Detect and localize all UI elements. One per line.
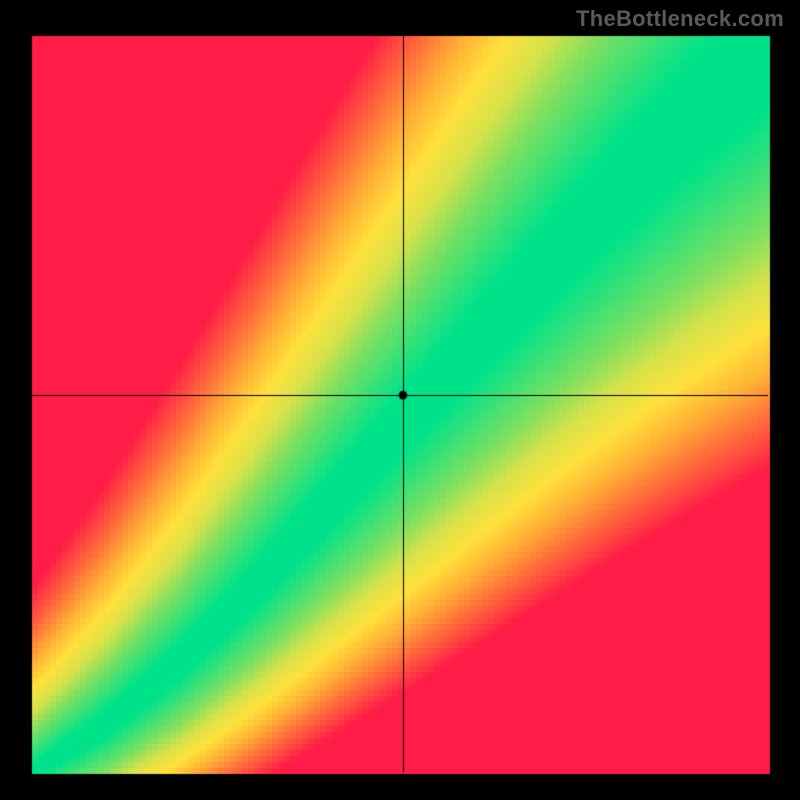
chart-container: TheBottleneck.com bbox=[0, 0, 800, 800]
bottleneck-heatmap bbox=[0, 0, 800, 800]
watermark-text: TheBottleneck.com bbox=[576, 6, 784, 32]
